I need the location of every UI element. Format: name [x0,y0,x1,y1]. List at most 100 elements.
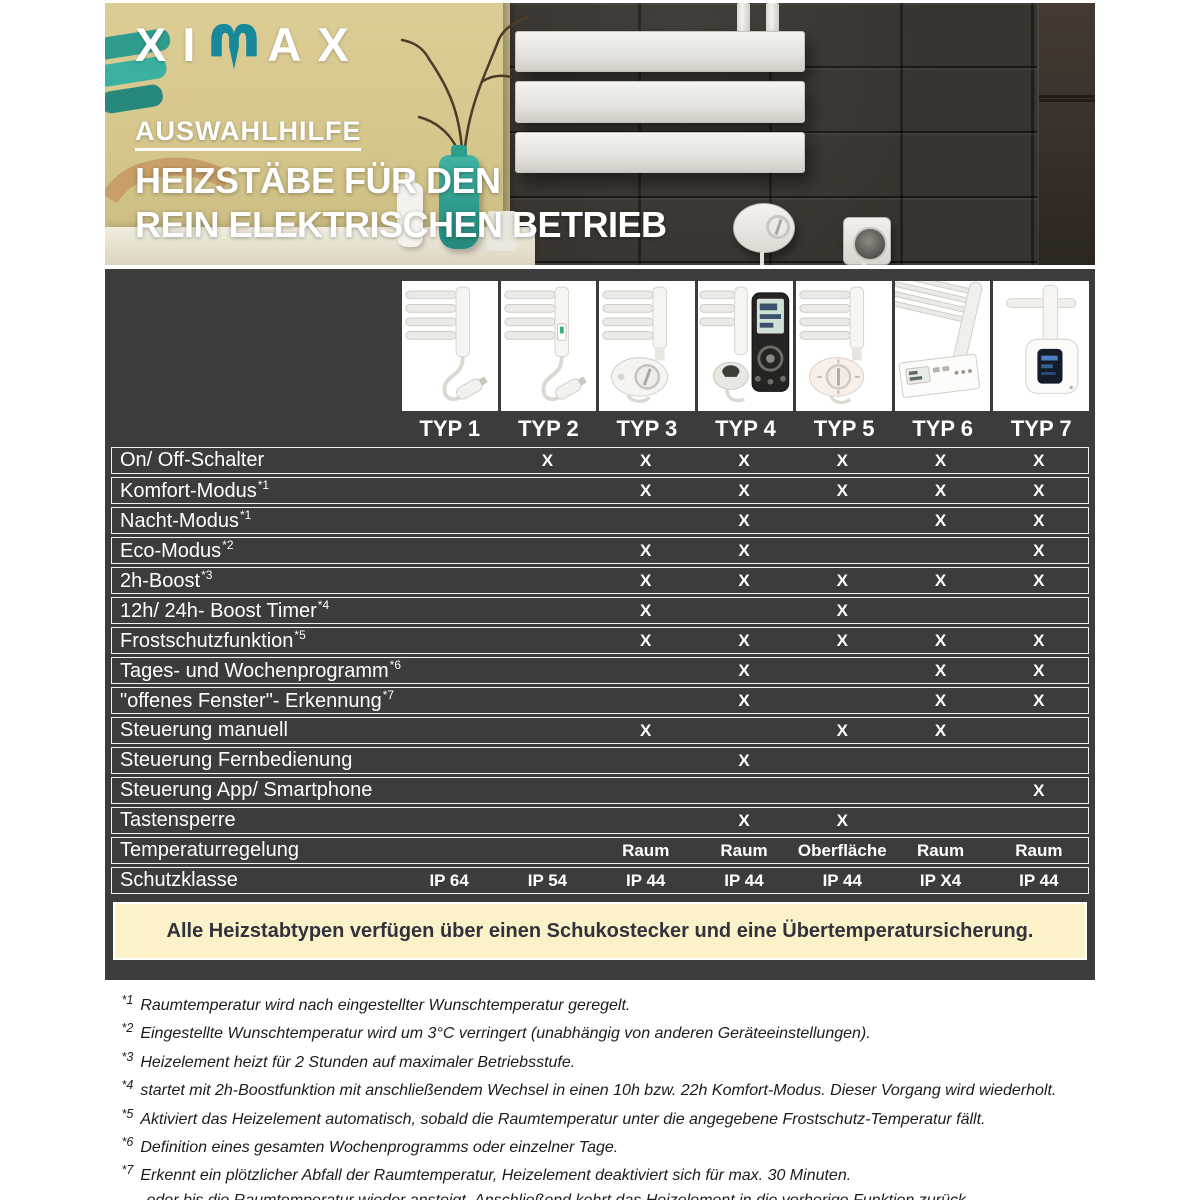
footnotes: *1 Raumtemperatur wird nach eingestellter… [108,993,1093,1200]
column-header-typ5: TYP 5 [813,416,875,441]
table-row-5: 2h-Boost*3 X X X X X [111,567,1089,594]
row-label: "offenes Fenster"- Erkennung*7 [120,688,395,712]
table-row-11: Steuerung Fernbedienung X [111,747,1089,774]
row-label: Steuerung App/ Smartphone [120,779,373,801]
cell-typ3: X [640,720,652,740]
cell-typ5: IP 44 [822,870,862,890]
product-image-typ7-wall-control-box-display [993,281,1089,411]
cell-typ6: X [934,660,947,680]
vase-graphic [439,145,479,249]
cell-typ5: X [836,600,848,620]
product-image-typ1-heating-rod-with-cable [402,281,498,411]
cell-typ4: X [738,540,750,560]
footnote-4: *4 startet mit 2h-Boostfunktion mit ansch… [121,1078,1057,1100]
cell-typ4: X [738,660,750,680]
cell-typ4: IP 44 [724,870,764,890]
table-row-15: Schutzklasse IP 64 IP 54 IP 44 IP 44 IP 44 IP … [111,867,1089,894]
cell-typ5: X [836,720,848,740]
table-row-6: 12h/ 24h- Boost Timer*4 X X [111,597,1089,624]
row-label: On/ Off-Schalter [120,449,265,471]
bottle-graphic [397,171,423,247]
ximax-logo: XI AX [135,17,667,72]
hero-title: HEIZSTÄBE FÜR DEN REIN ELEKTRISCHEN BETR… [135,159,667,247]
table-row-13: Tastensperre X X [111,807,1089,834]
footnote-7: *7 Erkennt ein plötzlicher Abfall der Rau… [121,1163,852,1185]
cell-typ4: X [738,480,750,500]
table-row-7: Frostschutzfunktion*5 X X X X X [111,627,1089,654]
row-label: Tastensperre [120,809,236,831]
table-row-4: Eco-Modus*2 X X X [111,537,1089,564]
row-label: Eco-Modus*2 [120,538,234,562]
cell-typ3: X [640,570,652,590]
column-header-typ3: TYP 3 [616,416,678,441]
cell-typ7: X [1033,510,1045,530]
cell-typ6: X [934,690,947,710]
product-image-row [111,281,1089,411]
row-label: Tages- und Wochenprogramm*6 [120,658,401,682]
cell-typ4: X [738,810,750,830]
cell-typ5: X [836,630,848,650]
hero-title-line2: REIN ELEKTRISCHEN BETRIEB [135,203,667,245]
cell-typ6: X [934,720,947,740]
cell-typ3: X [640,540,652,560]
cell-typ6: X [934,570,947,590]
cell-typ3: X [640,600,652,620]
cell-typ5: X [836,810,848,830]
footnote-2: *2 Eingestellte Wunschtemperatur wird um … [121,1021,871,1043]
cell-typ2: X [541,450,554,470]
radiator-pipe-graphic [737,3,750,37]
cell-typ2: IP 54 [527,870,568,890]
cell-typ3: X [640,450,652,470]
footnote-continuation: oder bis die Raumtemperatur wieder anste… [122,1192,1093,1200]
table-row-1: On/ Off-Schalter X X X X X X [111,447,1089,474]
cell-typ6: X [934,480,947,500]
table-row-10: Steuerung manuell X X X [111,717,1089,744]
cell-typ6: Raum [916,840,965,860]
cell-typ4: X [738,690,750,710]
feature-rows: On/ Off-Schalter X X X X X X Komfort-Modus*1 X X X… [109,447,1091,894]
row-label: Nacht-Modus*1 [120,508,252,532]
row-label: Frostschutzfunktion*5 [120,628,306,652]
row-label: Steuerung Fernbedienung [120,749,353,771]
row-label: 2h-Boost*3 [120,568,213,592]
column-header-typ2: TYP 2 [517,416,579,441]
product-image-typ2-heating-rod-with-switch [500,281,597,411]
cell-typ4: X [738,510,750,530]
product-image-typ3-control-head-with-dial [599,281,695,411]
cell-typ4: X [738,630,750,650]
cell-typ5: X [836,450,848,470]
typ-header-row: TYP 1 TYP 2 TYP 3 TYP 4 TYP 5 TYP 6 TYP 7 [111,411,1089,447]
cell-typ7: X [1033,450,1045,470]
cabinet-graphic [1037,3,1095,265]
footnote-6: *6 Definition eines gesamten Wochenprogra… [121,1134,619,1156]
cell-typ3: X [640,480,652,500]
table-row-9: "offenes Fenster"- Erkennung*7 X X X [111,687,1089,714]
cell-typ7: X [1033,690,1045,710]
row-label: Schutzklasse [120,869,238,891]
logo-text-left: XI [135,18,212,71]
cell-typ7: X [1033,570,1045,590]
comparison-table: TYP 1 TYP 2 TYP 3 TYP 4 TYP 5 TYP 6 TYP 7 On/ … [105,269,1095,980]
product-image-typ5-control-head-with-dial [796,281,892,411]
row-label: Komfort-Modus*1 [120,478,270,502]
row-label: Temperaturregelung [120,839,299,861]
cell-typ7: X [1033,540,1045,560]
small-pot-graphic [487,211,517,251]
footnote-3: *3 Heizelement heizt für 2 Stunden auf ma… [121,1049,576,1071]
table-row-14: Temperaturregelung Raum Raum Oberfläche Raum… [111,837,1089,864]
cell-typ7: X [1033,780,1045,800]
cell-typ4: X [738,570,750,590]
table-row-12: Steuerung App/ Smartphone X [111,777,1089,804]
ximax-logo-m-icon [211,23,258,69]
cell-typ7: Raum [1015,840,1063,860]
hero-eyebrow: AUSWAHLHILFE [135,116,362,151]
column-header-typ6: TYP 6 [912,416,973,441]
cell-typ6: X [934,630,947,650]
info-banner: Alle Heizstabtypen verfügen über einen S… [113,902,1087,960]
cell-typ4: X [738,450,750,470]
table-row-3: Nacht-Modus*1 X X X [111,507,1089,534]
row-label: 12h/ 24h- Boost Timer*4 [120,598,330,622]
cell-typ5: Oberfläche [797,840,887,860]
cell-typ3: Raum [622,840,670,860]
cell-typ7: X [1033,630,1045,650]
